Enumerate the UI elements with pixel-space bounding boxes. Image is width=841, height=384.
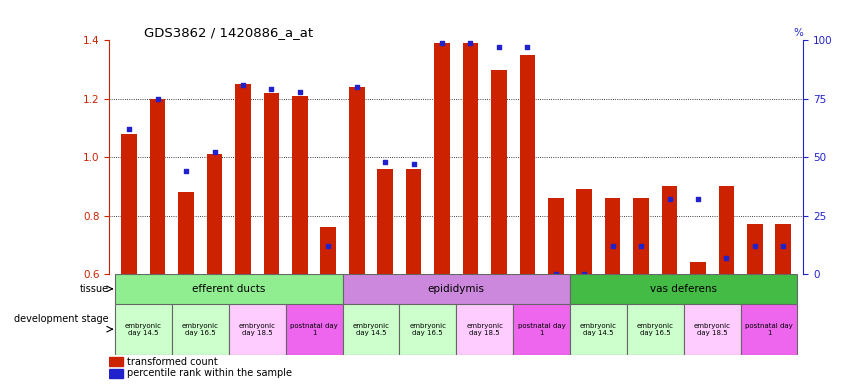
Bar — [605, 198, 621, 274]
Text: GDS3862 / 1420886_a_at: GDS3862 / 1420886_a_at — [144, 26, 313, 39]
Bar — [405, 169, 421, 274]
Bar — [520, 55, 535, 274]
Bar — [576, 189, 592, 274]
Text: embryonic
day 18.5: embryonic day 18.5 — [466, 323, 503, 336]
Point — [378, 159, 392, 165]
Bar — [684, 304, 741, 355]
Bar — [718, 186, 734, 274]
Point — [123, 126, 136, 132]
Point — [720, 255, 733, 261]
Text: embryonic
day 14.5: embryonic day 14.5 — [125, 323, 162, 336]
Bar — [342, 304, 399, 355]
Point — [606, 243, 619, 249]
Bar — [570, 274, 797, 304]
Point — [663, 196, 676, 202]
Bar — [570, 304, 627, 355]
Bar — [172, 304, 229, 355]
Point — [294, 89, 307, 95]
Text: postnatal day
1: postnatal day 1 — [745, 323, 793, 336]
Bar — [121, 134, 137, 274]
Point — [463, 40, 477, 46]
Bar — [178, 192, 194, 274]
Bar — [690, 262, 706, 274]
Text: embryonic
day 14.5: embryonic day 14.5 — [580, 323, 617, 336]
Bar — [747, 224, 763, 274]
Point — [208, 149, 221, 156]
Text: development stage: development stage — [14, 314, 108, 324]
Point — [748, 243, 762, 249]
Bar — [627, 304, 684, 355]
Text: postnatal day
1: postnatal day 1 — [290, 323, 338, 336]
Text: embryonic
day 16.5: embryonic day 16.5 — [410, 323, 447, 336]
Text: percentile rank within the sample: percentile rank within the sample — [127, 368, 292, 378]
Point — [578, 271, 591, 277]
Bar — [109, 369, 123, 377]
Bar — [775, 224, 791, 274]
Bar — [741, 304, 797, 355]
Point — [151, 96, 164, 102]
Bar — [434, 43, 450, 274]
Bar — [235, 84, 251, 274]
Bar — [633, 198, 649, 274]
Point — [350, 84, 363, 90]
Point — [634, 243, 648, 249]
Bar — [207, 154, 222, 274]
Point — [236, 82, 250, 88]
Bar — [150, 99, 166, 274]
Bar — [342, 274, 570, 304]
Point — [691, 196, 705, 202]
Point — [179, 168, 193, 174]
Text: embryonic
day 18.5: embryonic day 18.5 — [694, 323, 731, 336]
Text: efferent ducts: efferent ducts — [192, 284, 266, 294]
Text: embryonic
day 16.5: embryonic day 16.5 — [637, 323, 674, 336]
Bar — [378, 169, 393, 274]
Bar — [399, 304, 456, 355]
Text: embryonic
day 18.5: embryonic day 18.5 — [239, 323, 276, 336]
Point — [521, 44, 534, 50]
Text: %: % — [793, 28, 803, 38]
Bar — [662, 186, 677, 274]
Bar — [548, 198, 563, 274]
Bar — [292, 96, 308, 274]
Point — [321, 243, 335, 249]
Bar — [115, 274, 342, 304]
Point — [436, 40, 449, 46]
Text: transformed count: transformed count — [127, 357, 218, 367]
Bar — [320, 227, 336, 274]
Bar — [463, 43, 479, 274]
Point — [407, 161, 420, 167]
Bar — [115, 304, 172, 355]
Point — [776, 243, 790, 249]
Bar — [263, 93, 279, 274]
Bar — [456, 304, 513, 355]
Point — [265, 86, 278, 93]
Point — [549, 271, 563, 277]
Text: tissue: tissue — [80, 284, 108, 294]
Point — [492, 44, 505, 50]
Bar — [109, 357, 123, 366]
Text: embryonic
day 14.5: embryonic day 14.5 — [352, 323, 389, 336]
Bar — [513, 304, 570, 355]
Text: epididymis: epididymis — [428, 284, 484, 294]
Bar — [491, 70, 507, 274]
Text: vas deferens: vas deferens — [650, 284, 717, 294]
Text: embryonic
day 16.5: embryonic day 16.5 — [182, 323, 219, 336]
Bar — [229, 304, 286, 355]
Bar — [349, 87, 364, 274]
Text: postnatal day
1: postnatal day 1 — [518, 323, 565, 336]
Bar — [286, 304, 342, 355]
